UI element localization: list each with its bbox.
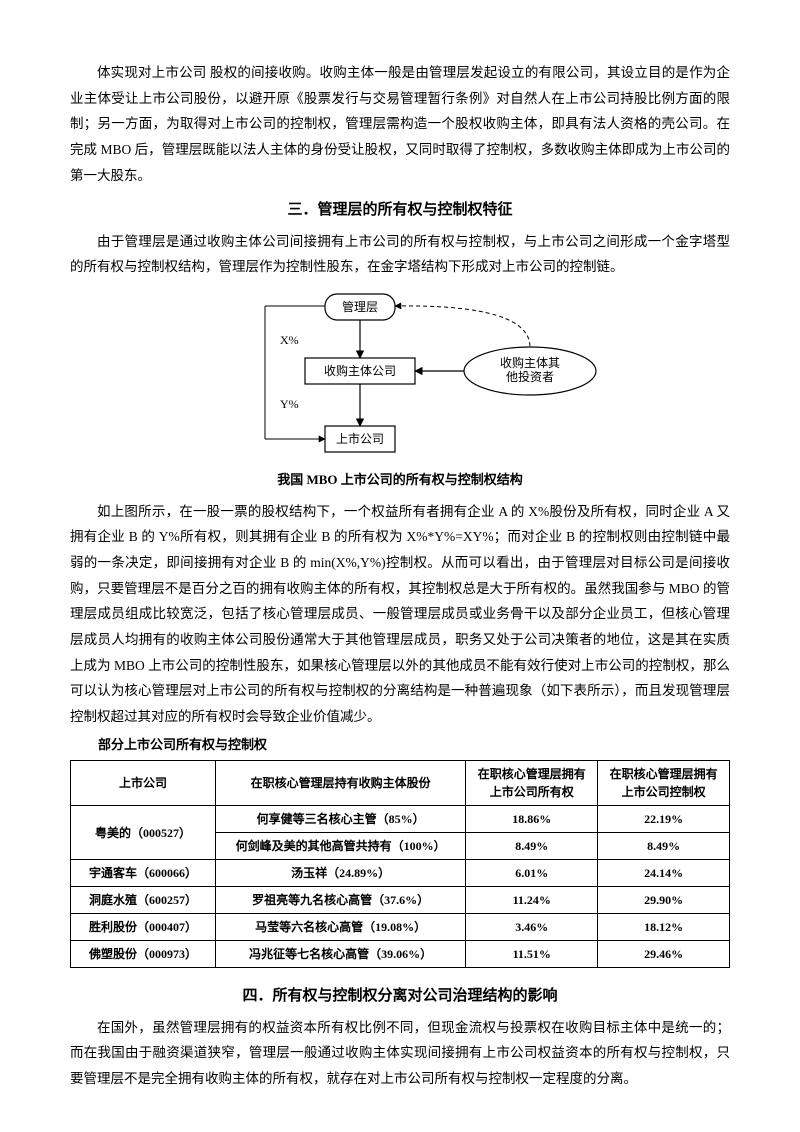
- cell: 6.01%: [466, 860, 598, 887]
- ownership-table: 上市公司 在职核心管理层持有收购主体股份 在职核心管理层拥有上市公司所有权 在职…: [70, 760, 730, 968]
- cell: 18.86%: [466, 806, 598, 833]
- diagram-caption: 我国 MBO 上市公司的所有权与控制权结构: [70, 468, 730, 493]
- cell: 冯兆征等七名核心高管（39.06%）: [215, 941, 465, 968]
- diagram-node-listed: 上市公司: [336, 431, 384, 446]
- th-control: 在职核心管理层拥有上市公司控制权: [598, 761, 730, 806]
- th-shares: 在职核心管理层持有收购主体股份: [215, 761, 465, 806]
- cell: 8.49%: [598, 833, 730, 860]
- cell-company: 胜利股份（000407）: [71, 914, 216, 941]
- heading-section-3: 三．管理层的所有权与控制权特征: [70, 196, 730, 225]
- th-company: 上市公司: [71, 761, 216, 806]
- table-row: 佛塑股份（000973）冯兆征等七名核心高管（39.06%）11.51%29.4…: [71, 941, 730, 968]
- table-row: 宇通客车（600066）汤玉祥（24.89%）6.01%24.14%: [71, 860, 730, 887]
- cell: 11.24%: [466, 887, 598, 914]
- table-row: 胜利股份（000407）马莹等六名核心高管（19.08%）3.46%18.12%: [71, 914, 730, 941]
- table-row: 洞庭水殖（600257）罗祖亮等九名核心高管（37.6%）11.24%29.90…: [71, 887, 730, 914]
- paragraph-1: 体实现对上市公司 股权的间接收购。收购主体一般是由管理层发起设立的有限公司，其设…: [70, 60, 730, 188]
- cell: 29.90%: [598, 887, 730, 914]
- cell-company: 佛塑股份（000973）: [71, 941, 216, 968]
- cell: 8.49%: [466, 833, 598, 860]
- cell: 何享健等三名核心主管（85%）: [215, 806, 465, 833]
- heading-section-4: 四．所有权与控制权分离对公司治理结构的影响: [70, 982, 730, 1011]
- cell: 22.19%: [598, 806, 730, 833]
- paragraph-3: 如上图所示，在一股一票的股权结构下，一个权益所有者拥有企业 A 的 X%股份及所…: [70, 499, 730, 730]
- diagram-label-y: Y%: [280, 397, 299, 411]
- diagram-node-spv: 收购主体公司: [324, 363, 396, 378]
- cell: 马莹等六名核心高管（19.08%）: [215, 914, 465, 941]
- th-ownership: 在职核心管理层拥有上市公司所有权: [466, 761, 598, 806]
- paragraph-4: 在国外，虽然管理层拥有的权益资本所有权比例不同，但现金流权与投票权在收购目标主体…: [70, 1015, 730, 1092]
- cell-company: 洞庭水殖（600257）: [71, 887, 216, 914]
- table-row: 粤美的（000527）何享健等三名核心主管（85%）18.86%22.19%: [71, 806, 730, 833]
- ownership-diagram: 管理层 收购主体公司 上市公司 收购主体其 他投资者 X% Y%: [70, 286, 730, 466]
- cell: 24.14%: [598, 860, 730, 887]
- cell-company: 宇通客车（600066）: [71, 860, 216, 887]
- cell: 18.12%: [598, 914, 730, 941]
- cell: 汤玉祥（24.89%）: [215, 860, 465, 887]
- cell: 3.46%: [466, 914, 598, 941]
- cell-company: 粤美的（000527）: [71, 806, 216, 860]
- diagram-node-mgmt: 管理层: [342, 299, 378, 314]
- svg-text:他投资者: 他投资者: [506, 369, 554, 384]
- diagram-label-x: X%: [280, 333, 299, 347]
- table-caption: 部分上市公司所有权与控制权: [72, 733, 730, 758]
- table-header-row: 上市公司 在职核心管理层持有收购主体股份 在职核心管理层拥有上市公司所有权 在职…: [71, 761, 730, 806]
- cell: 罗祖亮等九名核心高管（37.6%）: [215, 887, 465, 914]
- paragraph-2: 由于管理层是通过收购主体公司间接拥有上市公司的所有权与控制权，与上市公司之间形成…: [70, 229, 730, 280]
- cell: 何剑峰及美的其他高管共持有（100%）: [215, 833, 465, 860]
- cell: 11.51%: [466, 941, 598, 968]
- svg-text:收购主体其: 收购主体其: [500, 355, 560, 370]
- cell: 29.46%: [598, 941, 730, 968]
